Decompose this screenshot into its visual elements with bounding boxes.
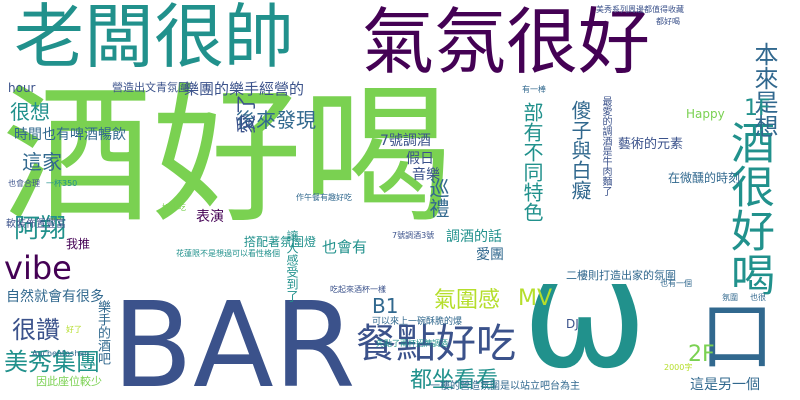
word: 在微醺的時刻 — [668, 171, 741, 185]
word: Happy — [686, 107, 725, 121]
word: 愛團 — [476, 247, 504, 263]
word: 二樓則打造出家的氛圍 — [566, 269, 676, 282]
word: 本來是想 — [750, 42, 778, 138]
word: 表演 — [196, 209, 224, 225]
word: 也會合理 — [8, 179, 40, 188]
word: 氣氛很好 — [362, 0, 651, 84]
word: 餐點好吃 — [356, 321, 516, 367]
word: vibe — [4, 249, 72, 287]
word: 酒很好喝 — [723, 120, 774, 296]
word: Auchentoshan — [32, 349, 90, 358]
word: 2000字 — [664, 363, 693, 372]
word: 酒好喝 — [2, 70, 453, 244]
word: 美秀集團 — [4, 348, 100, 376]
word: 先點了兩杯招牌調酒 — [376, 339, 448, 348]
word: 阿翔 — [14, 214, 67, 244]
word: BAR — [112, 276, 356, 400]
word: 樂手的酒吧 — [95, 300, 110, 365]
word: 時間也有啤酒暢飲 — [14, 127, 126, 143]
word: 傻子與白癡 — [568, 100, 592, 200]
word: 巡禮 — [426, 178, 450, 218]
word: 撘配著氛圍燈 — [244, 235, 317, 249]
word: 好想吃 — [162, 203, 186, 212]
word: 氛圍 — [722, 293, 738, 302]
word: 都坐看看 — [410, 368, 499, 393]
word: 樂團的樂手經營的 — [184, 80, 305, 98]
word: B1 — [372, 294, 399, 318]
word: ω — [522, 228, 648, 400]
word: 7號調酒3號 — [392, 231, 435, 240]
word: 1F — [744, 96, 771, 121]
word: 愛了 — [234, 94, 258, 134]
word: 很讚 — [12, 316, 60, 344]
word: 最愛的調酒是牛肉麵了 — [600, 96, 611, 196]
word: 也有一個 — [660, 279, 692, 288]
word: 後來發現 — [236, 108, 316, 132]
word: 也很 — [750, 293, 766, 302]
word: 作午餐有趣好吃 — [296, 193, 352, 202]
word: 自然就會有很多 — [6, 289, 104, 305]
word: 這家 — [22, 150, 62, 174]
word: 藝術的元素 — [618, 137, 684, 152]
word: 軟裝佈置豐富 — [6, 219, 66, 230]
word: 花蓮限不是想過可以看性格個 — [176, 249, 280, 258]
word: 都好喝 — [656, 17, 680, 26]
word: MV — [518, 286, 553, 311]
word: 7號調酒 — [380, 133, 431, 149]
word: 部有不同特色 — [520, 102, 544, 222]
word: 吃起來酒杯一樣 — [330, 285, 386, 294]
word: 很想 — [10, 100, 50, 124]
word: 有一棒 — [522, 85, 546, 94]
word: 好了 — [66, 325, 82, 334]
word: 美秀系列周邊都值得收藏 — [596, 5, 684, 14]
word: 老闆很帥 — [14, 0, 294, 78]
word: 我推 — [66, 237, 91, 251]
word: 也會有 — [322, 238, 368, 256]
word: hour — [8, 81, 36, 95]
word: 音樂 — [412, 167, 440, 183]
word: 口 — [700, 294, 774, 380]
word: 假日 — [406, 151, 434, 167]
word: DJ — [566, 317, 579, 331]
word: 營造出文青氛圍 — [112, 81, 189, 94]
word: 一杯350 — [46, 179, 78, 188]
word: 可以來上一碗酥脆的爆 — [372, 317, 463, 327]
word: 調酒的話 — [446, 229, 502, 245]
word: 因此座位較少 — [36, 375, 102, 388]
word: 這是另一個 — [690, 377, 760, 393]
word: 一樓的營造氛圍是以站立吧台為主 — [430, 381, 580, 392]
word: 氣圍感 — [434, 288, 501, 313]
word: 讓人感受到了 — [285, 230, 299, 302]
word: 2F — [688, 342, 715, 367]
